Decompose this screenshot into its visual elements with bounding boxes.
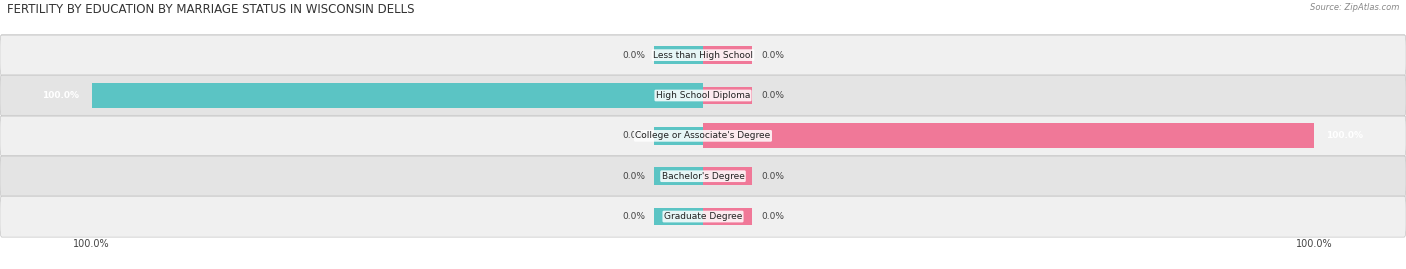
Text: 0.0%: 0.0%: [761, 172, 785, 181]
FancyBboxPatch shape: [0, 75, 1406, 116]
FancyBboxPatch shape: [0, 155, 1406, 197]
Text: 0.0%: 0.0%: [621, 172, 645, 181]
Bar: [703, 208, 752, 225]
Text: Less than High School: Less than High School: [652, 51, 754, 60]
Text: FERTILITY BY EDUCATION BY MARRIAGE STATUS IN WISCONSIN DELLS: FERTILITY BY EDUCATION BY MARRIAGE STATU…: [7, 3, 415, 16]
Bar: [703, 87, 752, 104]
Bar: [654, 208, 703, 225]
Text: Bachelor's Degree: Bachelor's Degree: [662, 172, 744, 181]
FancyBboxPatch shape: [0, 196, 1406, 237]
Bar: [703, 123, 1315, 148]
Text: 0.0%: 0.0%: [621, 131, 645, 140]
Bar: [703, 167, 752, 185]
Text: Graduate Degree: Graduate Degree: [664, 212, 742, 221]
Text: 0.0%: 0.0%: [621, 212, 645, 221]
FancyBboxPatch shape: [0, 35, 1406, 76]
Text: 100.0%: 100.0%: [1326, 131, 1364, 140]
Text: 100.0%: 100.0%: [42, 91, 80, 100]
Text: 0.0%: 0.0%: [621, 51, 645, 60]
Text: High School Diploma: High School Diploma: [655, 91, 751, 100]
Text: 0.0%: 0.0%: [761, 212, 785, 221]
Text: 0.0%: 0.0%: [761, 91, 785, 100]
Bar: [91, 83, 703, 108]
Bar: [654, 167, 703, 185]
Text: College or Associate's Degree: College or Associate's Degree: [636, 131, 770, 140]
FancyBboxPatch shape: [0, 115, 1406, 156]
Text: 0.0%: 0.0%: [761, 51, 785, 60]
Text: Source: ZipAtlas.com: Source: ZipAtlas.com: [1309, 3, 1399, 12]
Bar: [654, 127, 703, 145]
Bar: [703, 46, 752, 64]
Bar: [654, 46, 703, 64]
